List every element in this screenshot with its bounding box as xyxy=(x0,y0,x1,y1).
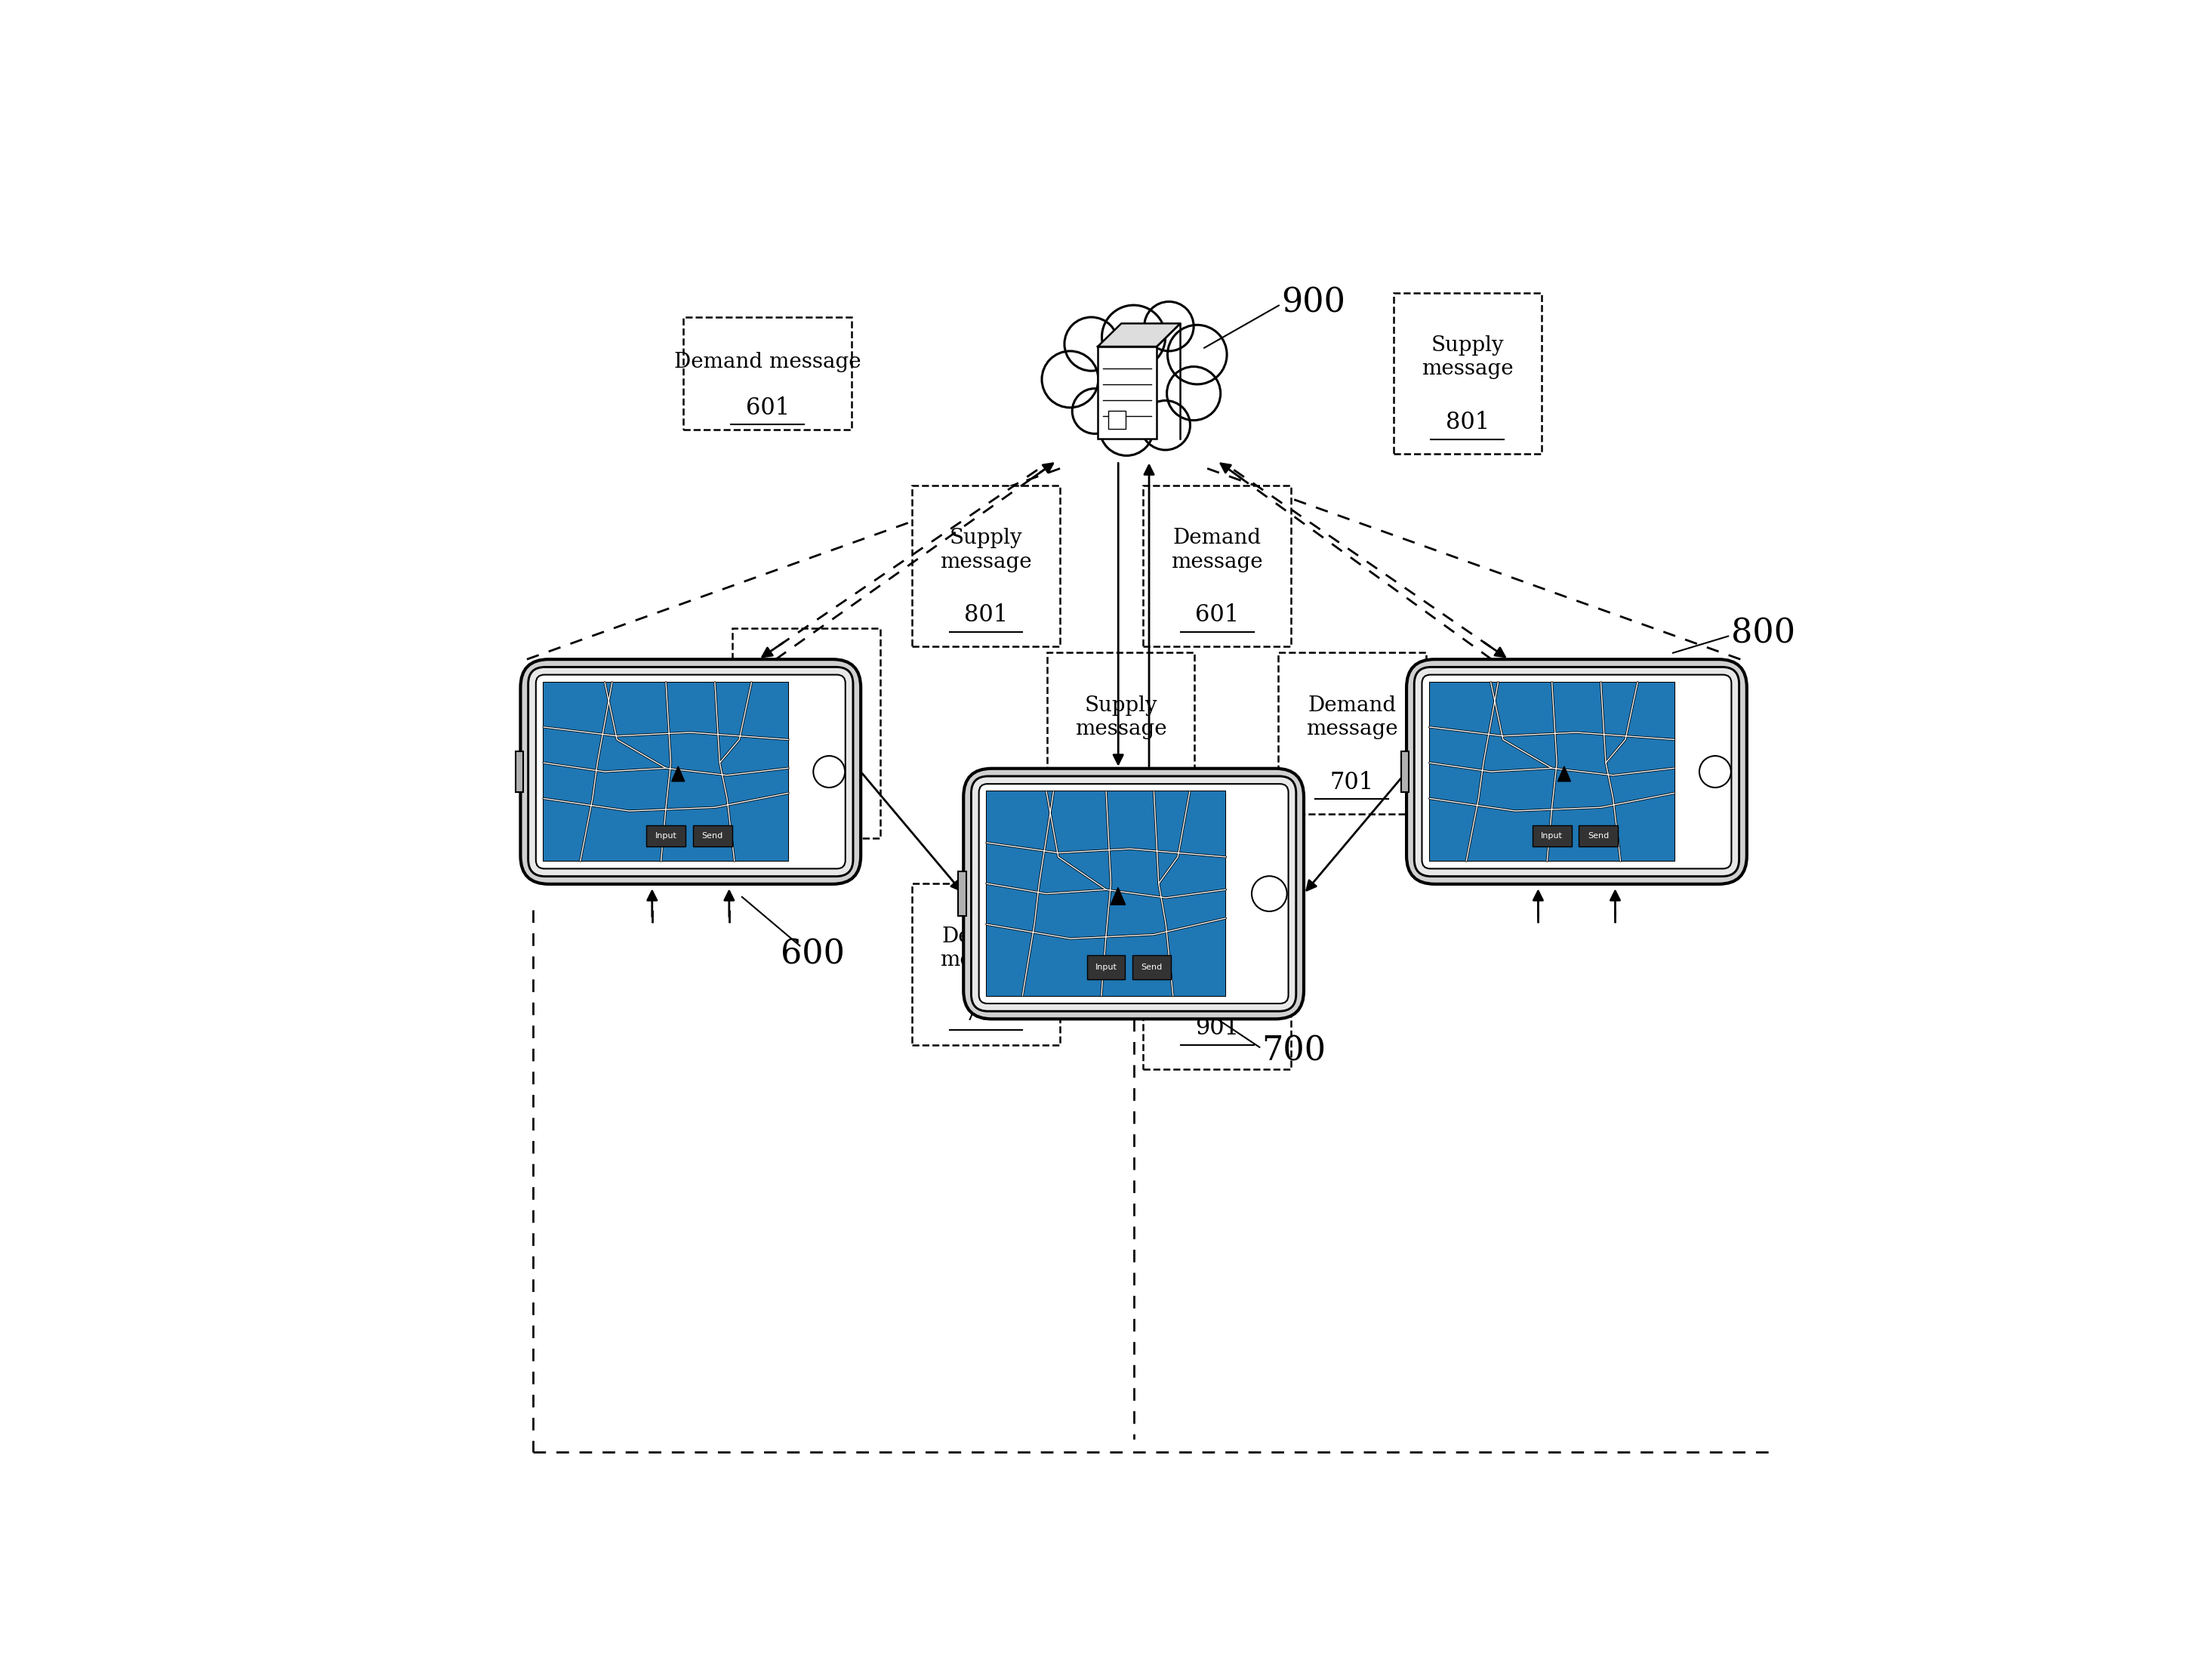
Text: 700: 700 xyxy=(1263,1034,1327,1068)
FancyBboxPatch shape xyxy=(958,871,967,916)
FancyBboxPatch shape xyxy=(520,659,860,884)
Circle shape xyxy=(1144,302,1194,350)
Text: 801: 801 xyxy=(1444,410,1489,434)
FancyBboxPatch shape xyxy=(732,629,880,837)
Text: Input: Input xyxy=(1095,964,1117,971)
Bar xyxy=(544,682,787,861)
Text: 601: 601 xyxy=(1194,604,1239,627)
Polygon shape xyxy=(1110,887,1126,904)
Bar xyxy=(987,792,1225,996)
FancyBboxPatch shape xyxy=(529,667,854,876)
Circle shape xyxy=(1168,367,1221,420)
Text: Input: Input xyxy=(655,832,677,839)
FancyBboxPatch shape xyxy=(515,752,522,792)
Circle shape xyxy=(1099,402,1152,455)
Polygon shape xyxy=(672,766,684,781)
Circle shape xyxy=(1141,400,1190,450)
FancyBboxPatch shape xyxy=(1108,410,1126,429)
Text: 900: 900 xyxy=(1281,287,1345,319)
Text: 901: 901 xyxy=(785,786,827,809)
FancyBboxPatch shape xyxy=(1279,652,1427,814)
FancyBboxPatch shape xyxy=(1133,956,1170,979)
Text: Supply
message: Supply message xyxy=(940,529,1031,572)
FancyBboxPatch shape xyxy=(1394,294,1542,454)
Text: Demand
message: Demand message xyxy=(940,926,1031,971)
FancyBboxPatch shape xyxy=(1046,652,1194,814)
Circle shape xyxy=(1252,876,1287,911)
Circle shape xyxy=(1042,350,1099,407)
Text: Demand
advice
message: Demand advice message xyxy=(761,679,852,746)
FancyBboxPatch shape xyxy=(646,826,686,847)
FancyBboxPatch shape xyxy=(1429,682,1674,861)
Text: Demand message: Demand message xyxy=(675,352,860,372)
FancyBboxPatch shape xyxy=(1144,485,1292,647)
Text: Supply
message: Supply message xyxy=(1075,696,1166,739)
Circle shape xyxy=(1168,325,1228,384)
FancyBboxPatch shape xyxy=(980,784,1287,1004)
FancyBboxPatch shape xyxy=(684,317,852,430)
Text: Send: Send xyxy=(1141,964,1161,971)
Text: Demand
message: Demand message xyxy=(1170,529,1263,572)
FancyBboxPatch shape xyxy=(1579,826,1617,847)
Circle shape xyxy=(1073,389,1117,434)
Text: 701: 701 xyxy=(964,1002,1009,1026)
Polygon shape xyxy=(1557,766,1571,781)
FancyBboxPatch shape xyxy=(1533,826,1571,847)
FancyBboxPatch shape xyxy=(964,769,1303,1019)
Text: Input: Input xyxy=(1542,832,1564,839)
FancyBboxPatch shape xyxy=(692,826,732,847)
FancyBboxPatch shape xyxy=(911,485,1060,647)
Text: 800: 800 xyxy=(1730,617,1794,651)
FancyBboxPatch shape xyxy=(1086,956,1126,979)
FancyBboxPatch shape xyxy=(1407,659,1747,884)
Text: 901: 901 xyxy=(1194,1017,1239,1041)
FancyBboxPatch shape xyxy=(987,792,1225,996)
Circle shape xyxy=(1064,317,1117,370)
Text: Send: Send xyxy=(701,832,723,839)
Circle shape xyxy=(1102,305,1166,369)
FancyBboxPatch shape xyxy=(1097,347,1157,439)
FancyBboxPatch shape xyxy=(1144,859,1292,1069)
Text: 601: 601 xyxy=(745,395,790,419)
Text: Supply
message: Supply message xyxy=(1422,335,1513,379)
Text: 801: 801 xyxy=(964,604,1009,627)
Text: Send: Send xyxy=(1588,832,1608,839)
FancyBboxPatch shape xyxy=(1413,667,1739,876)
Bar xyxy=(1429,682,1674,861)
Circle shape xyxy=(1699,756,1732,787)
FancyBboxPatch shape xyxy=(911,884,1060,1044)
Text: Demand
message: Demand message xyxy=(1305,696,1398,739)
FancyBboxPatch shape xyxy=(544,682,787,861)
FancyBboxPatch shape xyxy=(1402,752,1409,792)
FancyBboxPatch shape xyxy=(1422,676,1732,869)
Polygon shape xyxy=(1097,324,1181,347)
Text: 600: 600 xyxy=(781,939,845,971)
Text: Demand
advice
message: Demand advice message xyxy=(1170,909,1263,977)
Text: 701: 701 xyxy=(1329,771,1374,794)
FancyBboxPatch shape xyxy=(535,676,845,869)
Circle shape xyxy=(814,756,845,787)
FancyBboxPatch shape xyxy=(971,776,1296,1011)
Text: 801: 801 xyxy=(1099,771,1144,794)
